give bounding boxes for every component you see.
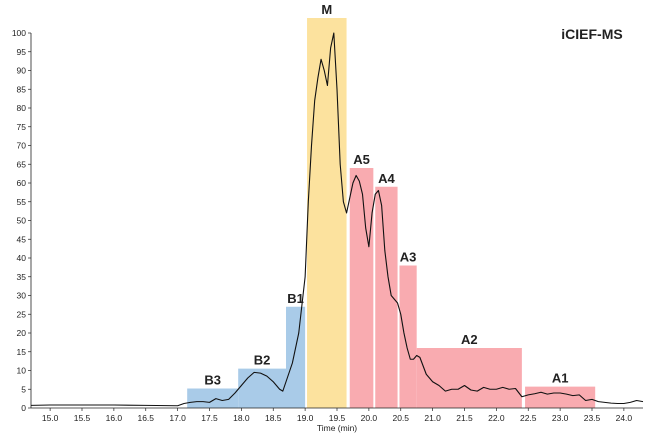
fraction-bar-m (307, 18, 347, 408)
x-tick-label: 20.5 (392, 413, 409, 423)
x-tick-label: 16.0 (106, 413, 123, 423)
y-tick-label: 30 (17, 291, 27, 301)
y-tick-label: 40 (17, 253, 27, 263)
fraction-bar-a4 (375, 186, 398, 408)
y-tick-label: 65 (17, 159, 27, 169)
fraction-label-a1: A1 (552, 371, 569, 386)
axes: 0 5 10 15 20 25 30 35 40 45 50 55 60 65 70 75 80 85 90 95 10… (12, 28, 643, 423)
x-tick-label: 21.0 (424, 413, 441, 423)
fraction-bars (187, 18, 596, 408)
fraction-label-b1: B1 (287, 291, 304, 306)
x-tick-label: 19.0 (297, 413, 314, 423)
y-tick-label: 25 (17, 309, 27, 319)
x-tick-label: 18.0 (233, 413, 250, 423)
y-tick-label: 15 (17, 347, 27, 357)
y-tick-label: 5 (21, 384, 26, 394)
x-tick-label: 23.0 (552, 413, 569, 423)
y-tick-label: 0 (21, 403, 26, 413)
fraction-bar-a2 (416, 348, 522, 408)
fraction-label-b3: B3 (204, 373, 221, 388)
fraction-label-b2: B2 (254, 353, 271, 368)
y-tick-label: 20 (17, 328, 27, 338)
fraction-label-m: M (321, 2, 332, 17)
x-axis-ticks: 15.0 15.5 16.0 16.5 17.0 17.5 18.0 18.5 19.0 19.5… (42, 408, 633, 423)
x-tick-label: 17.0 (169, 413, 186, 423)
trace-line (30, 32, 644, 407)
x-tick-label: 15.0 (42, 413, 59, 423)
x-tick-label: 22.0 (488, 413, 505, 423)
y-tick-label: 55 (17, 197, 27, 207)
y-axis-ticks: 0 5 10 15 20 25 30 35 40 45 50 55 60 65 70 75 80 85 90 95 10… (12, 28, 31, 413)
x-tick-label: 24.0 (616, 413, 633, 423)
fraction-bar-a1 (525, 386, 596, 408)
y-tick-label: 75 (17, 122, 27, 132)
y-tick-label: 50 (17, 216, 27, 226)
fraction-label-a5: A5 (353, 152, 370, 167)
fraction-bar-b1 (286, 306, 306, 408)
fraction-label-a3: A3 (400, 250, 417, 265)
y-tick-label: 45 (17, 234, 27, 244)
fraction-bar-a3 (399, 265, 417, 408)
x-axis-label: Time (min) (317, 423, 357, 433)
y-tick-label: 35 (17, 272, 27, 282)
chart-title: iCIEF-MS (561, 26, 622, 42)
x-tick-label: 15.5 (74, 413, 91, 423)
fraction-bar-a5 (349, 168, 374, 408)
y-tick-label: 70 (17, 141, 27, 151)
x-tick-label: 22.5 (520, 413, 537, 423)
fraction-labels: B3 B2 B1 M A5 A4 A3 A2 A1 (204, 2, 568, 388)
y-tick-label: 60 (17, 178, 27, 188)
fraction-label-a2: A2 (461, 332, 478, 347)
y-tick-label: 100 (12, 28, 26, 38)
x-tick-label: 23.5 (584, 413, 601, 423)
y-tick-label: 95 (17, 47, 27, 57)
fraction-bar-b2 (238, 368, 286, 408)
y-tick-label: 85 (17, 84, 27, 94)
x-tick-label: 21.5 (456, 413, 473, 423)
x-tick-label: 18.5 (265, 413, 282, 423)
x-tick-label: 16.5 (137, 413, 154, 423)
fraction-label-a4: A4 (378, 171, 395, 186)
x-tick-label: 20.0 (361, 413, 378, 423)
x-tick-label: 19.5 (329, 413, 346, 423)
fraction-bar-b3 (187, 388, 239, 408)
y-tick-label: 10 (17, 366, 27, 376)
y-tick-label: 80 (17, 103, 27, 113)
x-tick-label: 17.5 (201, 413, 218, 423)
y-tick-label: 90 (17, 66, 27, 76)
